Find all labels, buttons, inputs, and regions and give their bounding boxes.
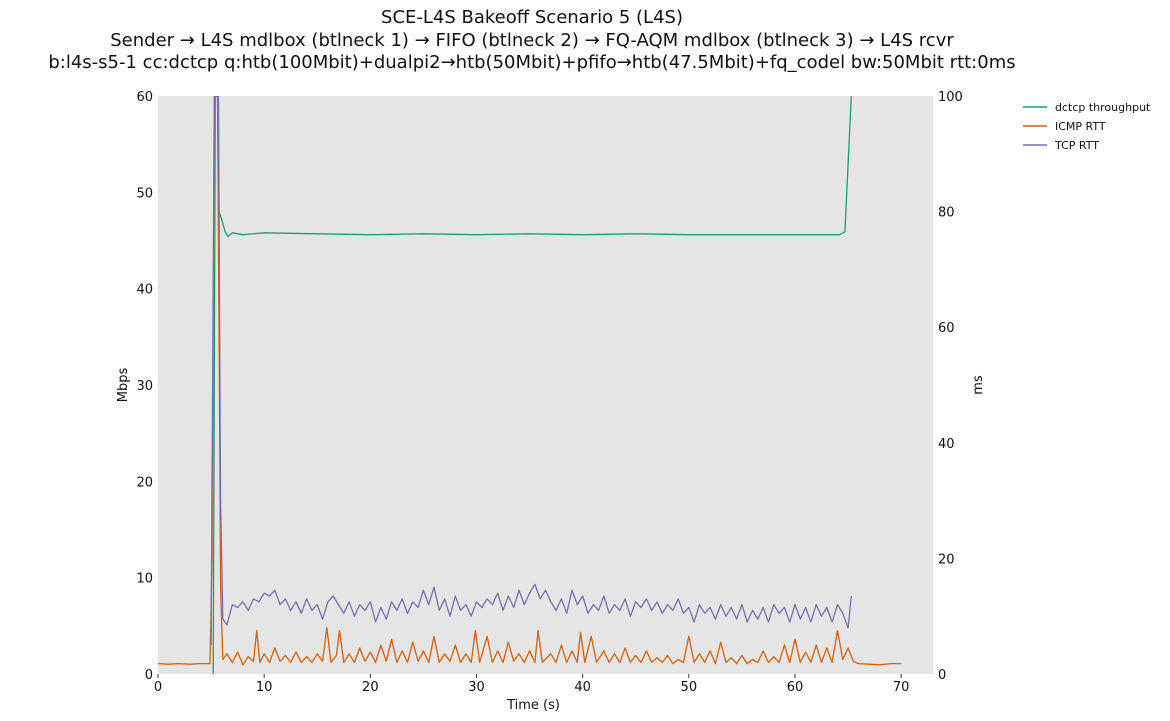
y-axis-label-left: Mbps bbox=[116, 368, 131, 403]
y-tick-label-left: 20 bbox=[136, 475, 153, 490]
series-line-dctcp-throughput bbox=[212, 96, 852, 674]
y-tick-label-right: 60 bbox=[938, 321, 955, 336]
y-axis-label-right: ms bbox=[971, 375, 986, 395]
x-tick-label: 30 bbox=[468, 680, 485, 695]
x-tick-label: 20 bbox=[362, 680, 379, 695]
y-tick-label-left: 10 bbox=[136, 572, 153, 587]
x-tick-label: 50 bbox=[681, 680, 698, 695]
title-line-3: b:l4s-s5-1 cc:dctcp q:htb(100Mbit)+dualp… bbox=[48, 52, 1015, 73]
legend-label-dctcp-throughput: dctcp throughput bbox=[1055, 101, 1151, 114]
y-tick-label-left: 30 bbox=[136, 379, 153, 394]
y-tick-label-right: 0 bbox=[938, 668, 946, 683]
legend-label-tcp-rtt: TCP RTT bbox=[1054, 139, 1099, 152]
y-tick-label-left: 60 bbox=[136, 90, 153, 105]
series-line-icmp-rtt bbox=[158, 96, 902, 666]
x-tick-label: 0 bbox=[154, 680, 162, 695]
plot-area bbox=[158, 96, 933, 674]
legend: dctcp throughput ICMP RTT TCP RTT bbox=[1023, 101, 1151, 152]
ticks-layer: 0 10 20 30 40 50 60 70 0 10 20 30 40 50 60 0 20 40 60 80 100 bbox=[136, 90, 962, 695]
y-tick-label-right: 20 bbox=[938, 552, 955, 567]
x-tick-label: 70 bbox=[893, 680, 910, 695]
title-line-1: SCE-L4S Bakeoff Scenario 5 (L4S) bbox=[381, 7, 683, 28]
x-tick-label: 60 bbox=[787, 680, 804, 695]
x-axis-label: Time (s) bbox=[506, 698, 560, 713]
y-tick-label-left: 0 bbox=[145, 668, 153, 683]
x-tick-label: 10 bbox=[256, 680, 273, 695]
title-line-2: Sender → L4S mdlbox (btlneck 1) → FIFO (… bbox=[110, 30, 954, 51]
y-tick-label-left: 50 bbox=[136, 186, 153, 201]
series-layer bbox=[158, 96, 902, 674]
series-line-tcp-rtt bbox=[210, 96, 852, 646]
y-tick-label-left: 40 bbox=[136, 283, 153, 298]
x-tick-label: 40 bbox=[574, 680, 591, 695]
y-tick-label-right: 80 bbox=[938, 206, 955, 221]
y-tick-label-right: 40 bbox=[938, 437, 955, 452]
y-tick-label-right: 100 bbox=[938, 90, 963, 105]
legend-label-icmp-rtt: ICMP RTT bbox=[1055, 120, 1106, 133]
chart-title: SCE-L4S Bakeoff Scenario 5 (L4S) Sender … bbox=[48, 7, 1015, 73]
